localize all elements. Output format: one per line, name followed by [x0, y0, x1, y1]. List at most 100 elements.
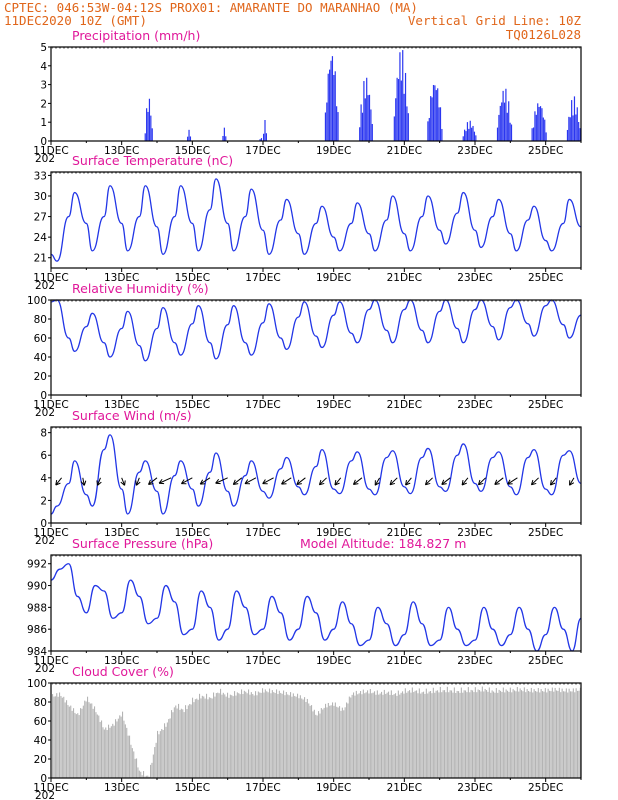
precip-bar [465, 131, 467, 141]
x-tick-label: 11DEC [33, 655, 68, 667]
cloud-bar [424, 693, 426, 778]
cloud-bar [537, 688, 539, 778]
cloud-bar [378, 694, 380, 778]
precip-bar [434, 85, 436, 141]
cloud-bar [539, 692, 541, 778]
precip-bar [473, 131, 476, 141]
cloud-bar [213, 692, 215, 778]
cloud-bar [162, 729, 164, 778]
cloud-bar [487, 691, 489, 778]
precip-bar [337, 112, 339, 141]
cloud-bar [78, 715, 80, 778]
cloud-bar [460, 687, 462, 778]
x-tick-label: 11DEC [33, 782, 68, 794]
cloud-bar [301, 698, 303, 778]
x-tick-label: 13DEC [104, 527, 139, 539]
precip-bar [538, 106, 540, 141]
precip-bar [578, 122, 580, 141]
y-tick-label: 990 [27, 581, 47, 593]
cloud-bar [567, 692, 569, 778]
cloud-bar [257, 691, 259, 778]
cloud-bar [259, 692, 261, 778]
cloud-bar [273, 692, 275, 778]
cloud-bar [344, 707, 346, 778]
cloud-bar [185, 705, 187, 778]
cloud-bar [134, 758, 136, 778]
precip-bar [334, 71, 336, 141]
precip-bar [475, 135, 477, 141]
precip-bar [505, 88, 507, 141]
precip-bar [395, 98, 397, 141]
cloud-bar [400, 692, 402, 778]
series-line [50, 299, 582, 362]
cloud-bar [494, 692, 496, 778]
panel-3: 0 2 4 6 8 11DEC 13DEC 15DEC 17DEC 19DEC 21DEC 23DEC… [33, 408, 582, 547]
cloud-bar [423, 691, 425, 778]
cloud-bar [402, 691, 404, 778]
precip-bar [400, 80, 402, 141]
cloud-bar [122, 711, 124, 778]
cloud-bar [277, 694, 279, 778]
cloud-bar [389, 694, 391, 778]
wind-arrow [244, 477, 257, 485]
cloud-bar [393, 694, 395, 778]
cloud-bar [383, 689, 385, 778]
cloud-bar [572, 688, 574, 778]
precip-bar [575, 114, 577, 141]
cloud-bar [479, 690, 481, 778]
cloud-bar [266, 691, 268, 778]
cloud-bar [449, 690, 451, 778]
precip-bar [366, 77, 368, 141]
precip-bar [441, 128, 443, 141]
cloud-bar [399, 694, 401, 778]
precip-bar [146, 108, 148, 141]
precip-bar [396, 77, 398, 141]
cloud-bar [332, 702, 334, 778]
cloud-bar [462, 692, 464, 778]
cloud-bar [326, 707, 328, 778]
precip-bar [147, 111, 149, 141]
cloud-bar [343, 710, 345, 778]
x-tick-label: 15DEC [175, 655, 210, 667]
cloud-bar [138, 770, 140, 778]
cloud-bar [480, 691, 482, 778]
cloud-bar [295, 696, 297, 778]
cloud-bar [540, 689, 542, 778]
cloud-bar [290, 692, 292, 778]
cloud-bar [390, 690, 392, 778]
cloud-bar [416, 690, 418, 778]
precip-bar [189, 136, 192, 141]
cloud-bar [309, 705, 311, 778]
cloud-bar [425, 688, 427, 778]
panel-2: 0 20 40 60 80 100 11DEC 13DEC 15DEC 17DEC 19DEC 21D… [27, 281, 582, 419]
precip-bar [404, 72, 407, 141]
cloud-bar [557, 690, 559, 778]
cloud-bar [224, 694, 226, 778]
wind-arrow [318, 477, 327, 486]
precip-bar [569, 117, 571, 141]
cloud-bar [376, 690, 378, 778]
cloud-bar [241, 689, 243, 778]
cloud-bar [515, 691, 517, 778]
cloud-bar [89, 703, 91, 778]
cloud-bar [507, 690, 509, 778]
cloud-bar [386, 692, 388, 778]
cloud-bar [201, 695, 203, 778]
wind-arrow [507, 477, 518, 485]
precip-bar [508, 101, 510, 141]
precip-bar [532, 127, 535, 141]
cloud-bar [248, 689, 250, 778]
panel-title: Cloud Cover (%) [72, 664, 174, 679]
cloud-bar [347, 703, 349, 778]
precip-bar [431, 97, 433, 141]
precip-bar [539, 106, 542, 141]
precip-bar [506, 112, 508, 141]
cloud-bar [403, 693, 405, 778]
x-tick-label: 17DEC [245, 782, 280, 794]
x-tick-label: 21DEC [387, 145, 422, 157]
precip-bar [363, 81, 365, 141]
x-tick-label: 17DEC [245, 655, 280, 667]
cloud-bar [451, 690, 453, 778]
cloud-bar [381, 691, 383, 778]
precip-bar [501, 102, 503, 141]
